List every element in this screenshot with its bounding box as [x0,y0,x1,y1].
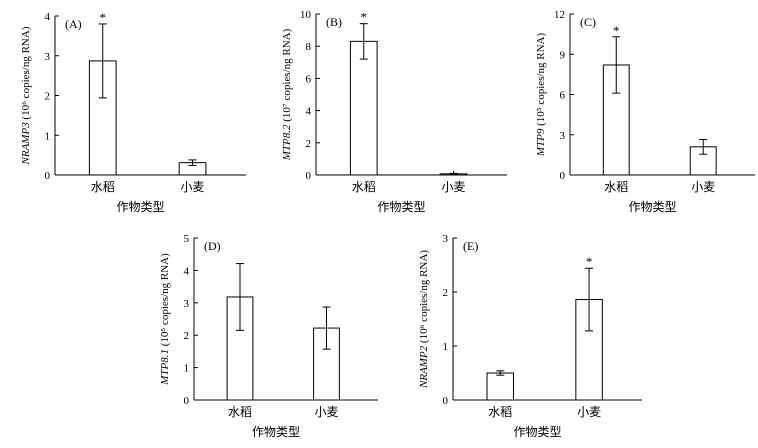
y-tick-label: 1 [184,363,190,375]
x-axis-title: 作物类型 [628,200,676,214]
y-tick-label: 2 [443,287,449,299]
category-label: 水稻 [91,180,115,194]
chart-panel: 0 1 2 3 4 5 水稻 小麦 (D) 作物类型 MTP8.1 (10⁵ copies/ng R… [159,233,378,439]
category-label: 小麦 [181,180,205,194]
y-tick-label: 5 [184,233,190,245]
significance-mark: * [361,10,368,25]
y-axis-title: MTP8.2 (10⁷ copies/ng RNA) [281,28,293,161]
y-tick-label: 4 [45,11,51,23]
y-tick-label: 0 [306,170,312,182]
y-axis-title: MTP8.1 (10⁵ copies/ng RNA) [159,253,171,386]
y-tick-label: 10 [300,9,312,21]
y-axis-title: NRAMP3 (10⁶ copies/ng RNA) [20,26,32,165]
y-axis-title-gene: NRAMP3 [20,122,32,166]
y-tick-label: 3 [45,51,51,63]
category-label: 小麦 [314,405,338,419]
panel-label: (B) [326,15,342,29]
panel-label: (C) [580,15,596,29]
y-axis-title-gene: MTP9 [535,128,547,157]
chart-panel: 0 1 2 3 水稻 * 小麦 (E) 作物类型 NRAMP2 (10⁶ copies/ng RN… [418,233,642,439]
y-tick-label: 6 [306,73,312,85]
y-tick-label: 3 [560,130,566,142]
y-tick-label: 0 [560,170,566,182]
bar [349,40,378,176]
bar [486,372,514,401]
category-label: 水稻 [352,180,376,194]
x-axis-title: 作物类型 [513,425,561,439]
y-tick-label: 9 [560,49,566,61]
chart-panel: 0 1 2 3 4 * 水稻 小麦 (A) 作物类型 NRAMP3 (10⁶ copies/ng R… [20,10,246,214]
y-axis-title: MTP9 (10⁵ copies/ng RNA) [535,33,547,158]
significance-mark: * [586,254,593,269]
category-label: 小麦 [577,405,601,419]
y-tick-label: 0 [443,395,449,407]
y-tick-label: 3 [184,298,190,310]
y-tick-label: 2 [184,330,190,342]
category-label: 水稻 [604,180,628,194]
y-tick-label: 1 [45,130,51,142]
y-tick-label: 6 [560,90,566,102]
category-label: 小麦 [442,180,466,194]
y-axis-title-unit: (10⁵ copies/ng RNA) [535,33,547,129]
significance-mark: * [100,10,107,25]
y-tick-label: 2 [45,91,51,103]
y-axis-title-unit: (10⁶ copies/ng RNA) [418,250,430,346]
significance-mark: * [613,23,620,38]
y-tick-label: 4 [306,106,312,118]
panel-label: (D) [204,239,221,253]
y-tick-label: 12 [554,9,565,21]
bar [602,64,630,176]
y-tick-label: 0 [45,170,51,182]
y-axis-title-unit: (10⁷ copies/ng RNA) [281,28,293,124]
category-label: 小麦 [691,180,715,194]
y-axis-title-gene: MTP8.2 [281,124,293,161]
panel-label: (A) [65,17,82,31]
panel-label: (E) [463,239,478,253]
x-axis-title: 作物类型 [116,200,164,214]
y-tick-label: 0 [184,395,190,407]
category-label: 水稻 [228,405,252,419]
y-axis-title-unit: (10⁵ copies/ng RNA) [159,253,171,349]
y-tick-label: 8 [306,41,312,53]
y-axis-title: NRAMP2 (10⁶ copies/ng RNA) [418,250,430,389]
chart-panel: 0 2 4 6 8 10 * 水稻 小麦 (B) 作物类型 MTP8.2 (10⁷ copies/ng… [281,9,507,214]
y-tick-label: 4 [184,265,190,277]
y-axis-title-gene: MTP8.1 [159,349,171,386]
y-tick-label: 2 [306,138,312,150]
chart-panel: 0 3 6 9 12 * 水稻 小麦 (C) 作物类型 MTP9 (10⁵ copies/ng RN… [535,9,755,214]
y-axis-title-gene: NRAMP2 [418,345,430,389]
category-label: 水稻 [488,405,512,419]
y-axis-title-unit: (10⁶ copies/ng RNA) [20,26,32,122]
x-axis-title: 作物类型 [377,200,425,214]
y-tick-label: 1 [443,341,449,353]
x-axis-title: 作物类型 [252,425,300,439]
y-tick-label: 3 [443,233,449,245]
